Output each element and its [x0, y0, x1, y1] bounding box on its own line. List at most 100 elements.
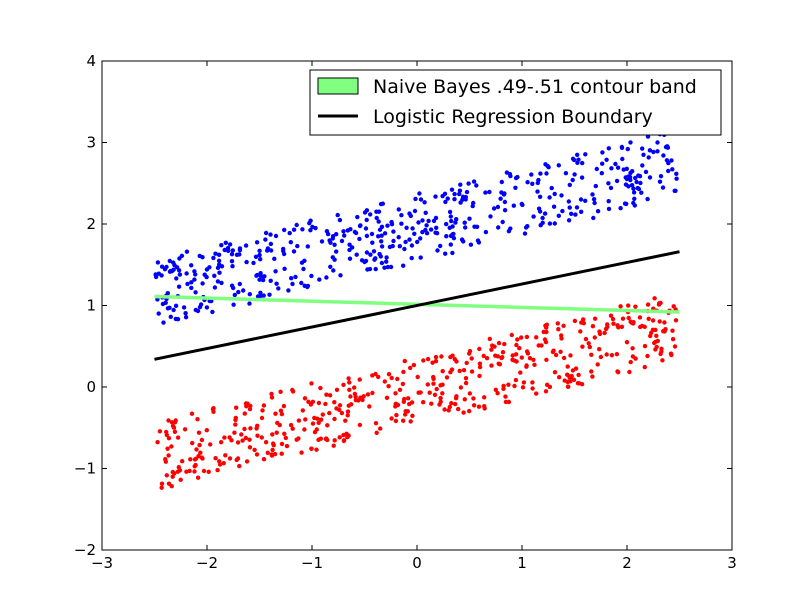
- scatter-point: [196, 430, 202, 435]
- scatter-point: [367, 266, 373, 272]
- scatter-point: [183, 311, 188, 316]
- scatter-point: [373, 371, 378, 377]
- scatter-point: [320, 412, 325, 417]
- scatter-point: [499, 355, 504, 361]
- scatter-point: [386, 384, 391, 389]
- scatter-point: [513, 175, 519, 181]
- scatter-point: [657, 319, 662, 324]
- scatter-point: [502, 341, 507, 347]
- scatter-point: [631, 320, 636, 325]
- scatter-point: [201, 468, 207, 474]
- scatter-point: [506, 399, 512, 405]
- scatter-point: [462, 220, 467, 225]
- scatter-point: [597, 347, 602, 352]
- scatter-point: [495, 354, 500, 359]
- scatter-point: [652, 340, 657, 346]
- scatter-point: [235, 456, 241, 461]
- scatter-point: [200, 281, 205, 286]
- scatter-point: [670, 167, 675, 172]
- scatter-point: [416, 220, 421, 225]
- scatter-point: [645, 196, 650, 202]
- scatter-point: [294, 222, 299, 228]
- scatter-point: [334, 387, 340, 392]
- scatter-point: [215, 265, 221, 270]
- scatter-point: [332, 242, 337, 247]
- scatter-point: [337, 435, 342, 440]
- scatter-point: [488, 214, 493, 219]
- scatter-point: [655, 338, 660, 344]
- scatter-point: [155, 260, 161, 265]
- scatter-point: [210, 309, 215, 315]
- scatter-point: [599, 171, 604, 176]
- x-tick-label: 2: [622, 554, 632, 572]
- scatter-point: [403, 412, 408, 417]
- scatter-point: [673, 188, 678, 193]
- scatter-point: [171, 425, 177, 430]
- scatter-point: [175, 435, 181, 440]
- scatter-point: [542, 211, 548, 216]
- scatter-point: [208, 442, 213, 447]
- scatter-point: [422, 200, 427, 205]
- scatter-point: [524, 363, 529, 368]
- scatter-point: [515, 337, 520, 342]
- scatter-point: [531, 357, 536, 362]
- scatter-point: [301, 266, 306, 272]
- scatter-point: [450, 353, 455, 358]
- scatter-point: [471, 179, 477, 184]
- scatter-point: [464, 360, 469, 366]
- scatter-point: [391, 238, 396, 244]
- scatter-point: [477, 361, 483, 366]
- scatter-point: [609, 353, 615, 358]
- scatter-point: [374, 215, 379, 221]
- scatter-point: [661, 153, 666, 158]
- scatter-point: [339, 238, 345, 244]
- scatter-point: [193, 307, 198, 313]
- scatter-point: [385, 264, 391, 270]
- scatter-point: [467, 408, 472, 414]
- scatter-point: [506, 382, 511, 387]
- scatter-point: [305, 244, 310, 249]
- scatter-point: [463, 376, 469, 381]
- scatter-point: [268, 232, 273, 237]
- scatter-point: [655, 149, 660, 154]
- scatter-point: [299, 280, 304, 286]
- scatter-point: [261, 403, 267, 408]
- scatter-point: [259, 435, 264, 440]
- scatter-point: [237, 281, 242, 287]
- scatter-point: [448, 242, 453, 247]
- scatter-point: [341, 438, 347, 443]
- scatter-point: [503, 394, 508, 399]
- scatter-point: [519, 201, 524, 207]
- scatter-point: [278, 408, 284, 413]
- scatter-point: [198, 450, 203, 455]
- scatter-point: [271, 441, 276, 446]
- scatter-point: [471, 403, 477, 408]
- scatter-point: [395, 402, 401, 408]
- scatter-point: [613, 161, 618, 167]
- scatter-point: [393, 391, 398, 396]
- scatter-point: [345, 413, 350, 418]
- scatter-point: [232, 430, 237, 435]
- scatter-point: [258, 257, 263, 262]
- scatter-point: [357, 422, 363, 428]
- scatter-point: [281, 251, 287, 257]
- scatter-point: [469, 369, 475, 374]
- scatter-point: [561, 355, 567, 361]
- scatter-point: [164, 429, 169, 435]
- scatter-point: [367, 404, 372, 409]
- scatter-point: [216, 252, 222, 257]
- scatter-point: [553, 352, 559, 358]
- scatter-point: [195, 417, 200, 422]
- scatter-point: [269, 395, 275, 400]
- scatter-point: [244, 259, 249, 265]
- scatter-point: [470, 203, 475, 209]
- scatter-point: [157, 429, 163, 434]
- scatter-point: [658, 174, 664, 179]
- scatter-point: [409, 400, 415, 405]
- scatter-point: [268, 241, 274, 247]
- scatter-point: [293, 274, 298, 280]
- scatter-point: [155, 440, 160, 445]
- scatter-point: [520, 385, 526, 390]
- scatter-point: [580, 344, 585, 349]
- scatter-point: [461, 410, 466, 415]
